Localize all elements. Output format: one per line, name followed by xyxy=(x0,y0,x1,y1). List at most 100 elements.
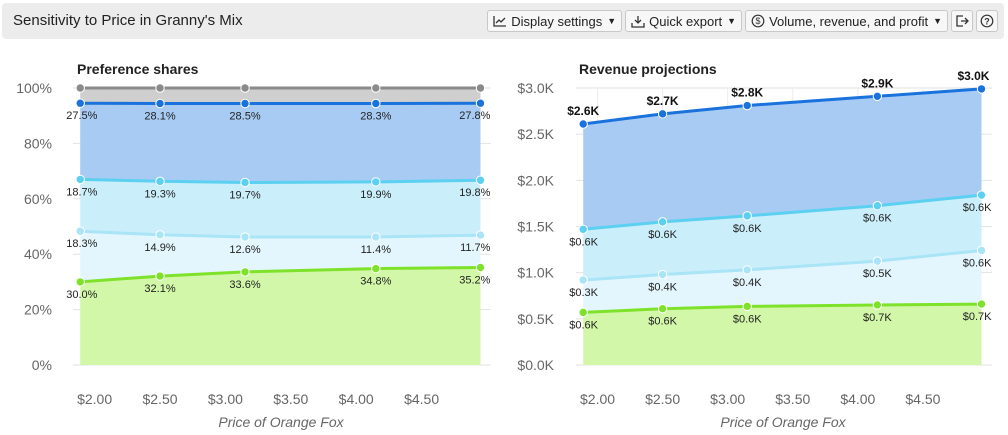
data-point[interactable] xyxy=(976,84,987,94)
svg-text:?: ? xyxy=(984,16,990,26)
data-point[interactable] xyxy=(578,224,588,234)
y-tick-label: $3.0K xyxy=(517,80,554,96)
export-button[interactable] xyxy=(951,10,973,32)
display-settings-label: Display settings xyxy=(511,13,603,29)
data-point[interactable] xyxy=(976,245,987,256)
data-point[interactable] xyxy=(371,83,381,93)
data-label: 19.9% xyxy=(360,189,391,201)
series-area-0 xyxy=(583,304,982,365)
data-label: 32.1% xyxy=(144,283,175,295)
data-point[interactable] xyxy=(240,232,250,242)
data-label: 18.7% xyxy=(66,186,97,198)
y-tick-label: 80% xyxy=(24,135,52,151)
data-label: 14.9% xyxy=(144,242,175,254)
data-label: 28.5% xyxy=(229,111,260,123)
data-point[interactable] xyxy=(155,83,165,93)
data-point[interactable] xyxy=(75,174,85,185)
quick-export-label: Quick export xyxy=(649,13,723,29)
data-label: $0.3K xyxy=(569,287,598,299)
help-icon: ? xyxy=(980,14,994,28)
data-point[interactable] xyxy=(75,98,85,108)
y-tick-label: $1.0K xyxy=(517,265,554,281)
data-point[interactable] xyxy=(475,98,486,108)
data-point[interactable] xyxy=(657,217,668,227)
y-tick-label: 0% xyxy=(32,357,52,373)
data-point[interactable] xyxy=(240,267,250,277)
data-label: $0.7K xyxy=(863,312,892,324)
data-point[interactable] xyxy=(578,119,588,129)
total-label: $2.9K xyxy=(861,76,893,90)
y-tick-label: $2.0K xyxy=(517,172,554,188)
data-point[interactable] xyxy=(872,201,883,211)
data-label: 28.3% xyxy=(360,111,391,123)
data-point[interactable] xyxy=(742,100,752,111)
data-point[interactable] xyxy=(371,232,381,242)
data-label: $0.5K xyxy=(863,268,892,280)
data-point[interactable] xyxy=(475,262,486,273)
data-point[interactable] xyxy=(155,230,165,240)
display-settings-button[interactable]: Display settings ▼ xyxy=(487,10,623,32)
metric-select-label: Volume, revenue, and profit xyxy=(769,13,929,29)
x-tick-label: $3.00 xyxy=(710,391,745,407)
dollar-circle-icon: $ xyxy=(751,14,765,28)
data-point[interactable] xyxy=(75,277,85,287)
x-axis-label: Price of Orange Fox xyxy=(218,414,344,430)
data-label: $0.6K xyxy=(569,236,598,248)
data-point[interactable] xyxy=(657,303,668,314)
line-chart-icon xyxy=(493,15,507,27)
data-point[interactable] xyxy=(475,83,486,93)
data-point[interactable] xyxy=(475,175,486,185)
header-bar: Sensitivity to Price in Granny's Mix Dis… xyxy=(2,3,1004,39)
data-point[interactable] xyxy=(742,211,752,221)
data-label: 28.1% xyxy=(144,111,175,123)
data-point[interactable] xyxy=(578,307,588,318)
data-label: 19.3% xyxy=(144,188,175,200)
data-point[interactable] xyxy=(371,98,381,109)
data-point[interactable] xyxy=(155,176,165,187)
data-point[interactable] xyxy=(475,230,486,240)
data-point[interactable] xyxy=(872,91,883,102)
data-point[interactable] xyxy=(75,83,85,93)
y-tick-label: $0.5K xyxy=(517,311,554,327)
x-tick-label: $3.50 xyxy=(775,391,810,407)
data-point[interactable] xyxy=(976,299,987,309)
data-point[interactable] xyxy=(155,98,165,109)
data-point[interactable] xyxy=(578,275,588,285)
toolbar: Display settings ▼ Quick export ▼ $ Volu… xyxy=(487,10,998,32)
data-label: 27.8% xyxy=(459,110,490,122)
data-point[interactable] xyxy=(742,301,752,312)
x-tick-label: $3.00 xyxy=(208,391,243,407)
help-button[interactable]: ? xyxy=(976,10,998,32)
data-label: $0.7K xyxy=(963,311,992,323)
total-label: $2.7K xyxy=(647,94,679,108)
data-point[interactable] xyxy=(75,226,85,236)
export-icon xyxy=(955,14,969,28)
data-point[interactable] xyxy=(976,190,987,200)
total-label: $3.0K xyxy=(957,69,989,83)
data-point[interactable] xyxy=(742,265,752,275)
total-label: $2.6K xyxy=(567,104,599,118)
data-label: $0.6K xyxy=(963,258,992,270)
data-point[interactable] xyxy=(371,177,381,187)
page-title: Sensitivity to Price in Granny's Mix xyxy=(13,12,243,29)
data-point[interactable] xyxy=(657,109,668,119)
metric-select-button[interactable]: $ Volume, revenue, and profit ▼ xyxy=(745,10,948,32)
data-label: 18.3% xyxy=(66,238,97,250)
data-point[interactable] xyxy=(155,271,165,281)
data-label: $0.4K xyxy=(648,282,677,294)
data-point[interactable] xyxy=(240,83,250,93)
data-label: $0.6K xyxy=(648,316,677,328)
data-point[interactable] xyxy=(872,256,883,266)
data-point[interactable] xyxy=(371,263,381,274)
data-label: 27.5% xyxy=(66,110,97,122)
y-tick-label: 60% xyxy=(24,191,52,207)
x-tick-label: $2.00 xyxy=(77,391,112,407)
data-point[interactable] xyxy=(240,177,250,188)
data-point[interactable] xyxy=(657,269,668,280)
data-point[interactable] xyxy=(872,300,883,310)
y-tick-label: 100% xyxy=(16,80,52,96)
quick-export-button[interactable]: Quick export ▼ xyxy=(625,10,743,32)
data-point[interactable] xyxy=(240,98,250,109)
caret-down-icon: ▼ xyxy=(607,16,617,26)
data-label: $0.6K xyxy=(733,223,762,235)
